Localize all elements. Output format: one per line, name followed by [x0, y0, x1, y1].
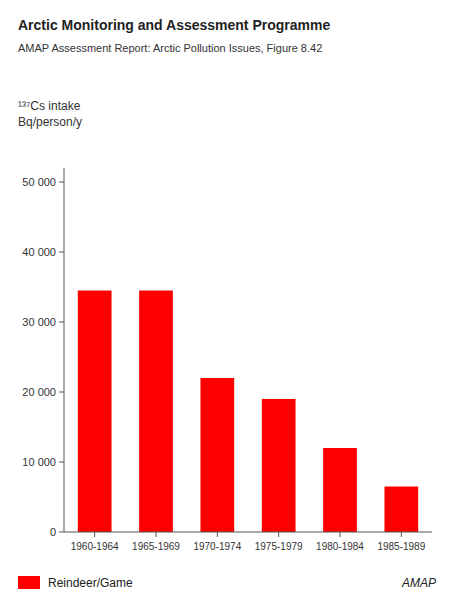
tick-label: 40 000: [22, 246, 56, 258]
tick-label: 30 000: [22, 316, 56, 328]
bar: [262, 399, 296, 532]
legend: Reindeer/Game: [18, 576, 133, 590]
bar: [78, 291, 112, 533]
tick-mark: [59, 392, 64, 393]
y-axis-label: ¹³⁷Cs intake: [18, 99, 81, 113]
y-axis: 0 10 000 20 000 30 000 40 000 50 000: [22, 176, 64, 538]
y-axis-label: Bq/person/y: [18, 115, 82, 129]
tick-mark: [401, 532, 402, 537]
tick-mark: [340, 532, 341, 537]
tick-mark: [278, 532, 279, 537]
bar: [139, 291, 173, 533]
background: [0, 0, 450, 613]
tick-mark: [156, 532, 157, 537]
tick-label: 0: [50, 526, 56, 538]
tick-label: 20 000: [22, 386, 56, 398]
tick-mark: [59, 252, 64, 253]
tick-mark: [94, 532, 95, 537]
tick-mark: [59, 322, 64, 323]
tick-mark: [59, 182, 64, 183]
tick-mark: [217, 532, 218, 537]
tick-label: 50 000: [22, 176, 56, 188]
tick-mark: [59, 532, 64, 533]
tick-label: 1965-1969: [132, 541, 180, 552]
annotation: AMAP: [401, 576, 436, 590]
tick-label: 1960-1964: [71, 541, 119, 552]
legend-label: Reindeer/Game: [48, 576, 133, 590]
tick-label: 1980-1984: [316, 541, 364, 552]
tick-label: 1985-1989: [377, 541, 425, 552]
bar: [384, 487, 418, 533]
chart: Arctic Monitoring and Assessment Program…: [0, 0, 450, 613]
tick-label: 10 000: [22, 456, 56, 468]
x-axis-line: [64, 532, 432, 533]
legend-swatch: [18, 576, 40, 589]
tick-mark: [59, 462, 64, 463]
subtitle: AMAP Assessment Report: Arctic Pollution…: [18, 42, 322, 54]
tick-label: 1970-1974: [193, 541, 241, 552]
x-axis: 1960-1964 1965-1969 1970-1974 1975-1979 1980…: [71, 532, 426, 552]
title: Arctic Monitoring and Assessment Program…: [18, 17, 330, 33]
bars: [78, 291, 418, 533]
bar: [323, 448, 357, 532]
tick-label: 1975-1979: [255, 541, 303, 552]
bar: [200, 378, 234, 532]
y-axis-line: [64, 168, 65, 532]
